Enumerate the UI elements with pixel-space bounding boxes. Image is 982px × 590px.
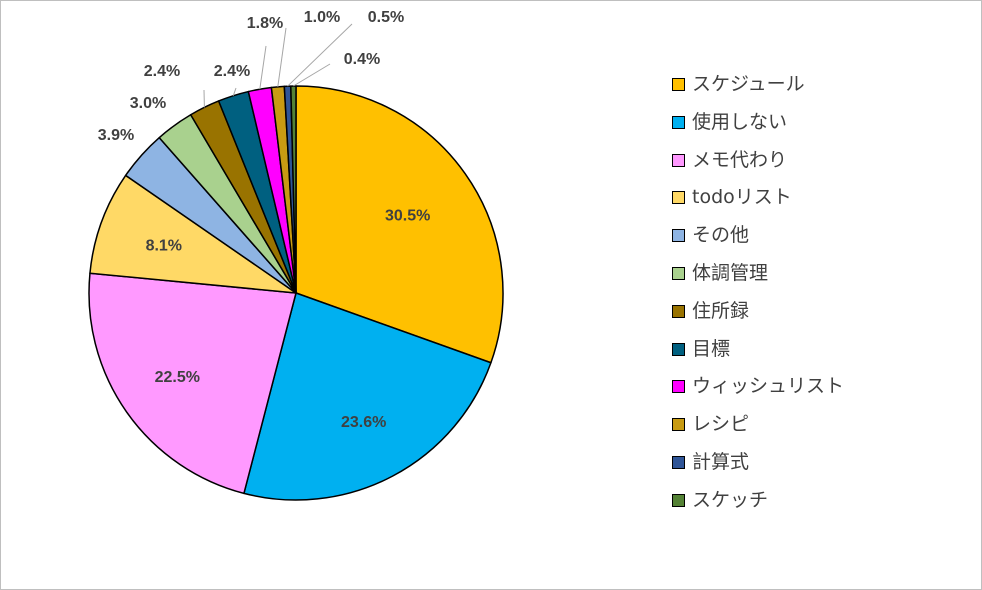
legend-swatch-0 <box>672 78 685 91</box>
legend-label-4: その他 <box>692 224 750 247</box>
data-label-1: 23.6% <box>341 414 386 431</box>
pie-slice-1 <box>243 292 492 501</box>
leader-line-7 <box>232 87 237 96</box>
legend-swatch-11 <box>672 493 685 507</box>
legend-swatch-1 <box>672 115 685 129</box>
legend-label-10: 計算式 <box>692 450 750 473</box>
legend-label-2: メモ代わり <box>692 148 788 171</box>
data-label-4: 3.9% <box>98 127 134 144</box>
leader-line-11 <box>293 63 331 87</box>
legend-swatch-8 <box>672 380 685 394</box>
data-label-2: 22.5% <box>155 369 200 386</box>
data-label-7: 2.4% <box>214 63 250 80</box>
pie-slice-0 <box>295 85 504 364</box>
data-label-8: 1.8% <box>247 15 283 32</box>
legend-swatch-6 <box>672 304 685 318</box>
legend-swatch-10 <box>672 455 685 469</box>
pie-slice-3 <box>89 174 297 294</box>
data-label-0: 30.5% <box>385 207 430 224</box>
data-label-6: 2.4% <box>144 63 180 80</box>
pie-slice-2 <box>88 272 297 495</box>
legend-swatch-2 <box>672 153 685 167</box>
leader-line-10 <box>287 23 353 87</box>
legend-swatch-3 <box>672 191 685 205</box>
legend-label-5: 体調管理 <box>692 261 769 284</box>
data-label-10: 0.5% <box>368 9 404 26</box>
data-label-5: 3.0% <box>130 95 166 112</box>
leader-line-9 <box>277 27 287 87</box>
data-label-3: 8.1% <box>146 238 182 255</box>
legend-label-0: スケジュール <box>692 73 805 95</box>
legend-label-9: レシピ <box>692 413 750 436</box>
legend-swatch-5 <box>672 266 685 280</box>
legend-swatch-7 <box>672 342 685 356</box>
legend-label-6: 住所録 <box>692 299 750 322</box>
legend-label-3: todoリスト <box>692 186 792 209</box>
leader-lines <box>203 23 353 108</box>
pie-slices <box>88 85 504 501</box>
data-labels: 30.5% 23.6% 22.5% 8.1% 3.9% 3.0% 2.4% 2.4% 1.8% 1… <box>98 9 431 431</box>
data-label-11: 0.4% <box>344 51 380 68</box>
legend-swatch-4 <box>672 229 685 243</box>
pie-slice-11 <box>290 85 297 294</box>
legend-label-1: 使用しない <box>692 110 788 133</box>
data-label-9: 1.0% <box>304 9 340 26</box>
leader-line-8 <box>259 45 267 90</box>
legend-label-7: 目標 <box>692 337 731 360</box>
legend-label-11: スケッチ <box>692 488 769 511</box>
legend-label-8: ウィッシュリスト <box>692 375 845 398</box>
legend-swatch-9 <box>672 418 685 432</box>
